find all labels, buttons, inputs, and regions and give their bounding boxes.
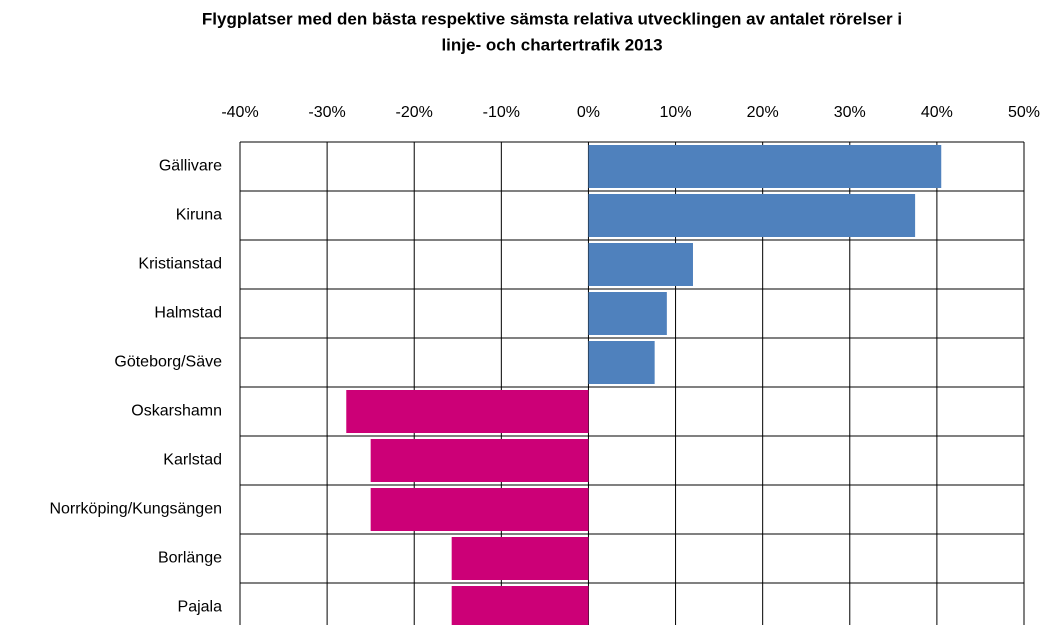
bar xyxy=(588,145,942,188)
y-tick-label: Borlänge xyxy=(158,550,222,567)
chart-title: linje- och chartertrafik 2013 xyxy=(441,35,662,54)
bar xyxy=(370,488,589,531)
y-tick-label: Pajala xyxy=(178,599,223,616)
y-tick-label: Halmstad xyxy=(154,305,222,322)
x-tick-label: -20% xyxy=(396,104,433,121)
bar xyxy=(451,586,589,625)
bar xyxy=(370,439,589,482)
y-tick-label: Kiruna xyxy=(176,207,222,224)
x-tick-label: 20% xyxy=(747,104,779,121)
x-tick-label: 10% xyxy=(660,104,692,121)
x-tick-label: 30% xyxy=(834,104,866,121)
x-tick-label: 0% xyxy=(577,104,600,121)
y-tick-label: Göteborg/Säve xyxy=(114,354,222,371)
x-tick-label: -40% xyxy=(221,104,258,121)
bar xyxy=(588,341,655,384)
x-tick-label: -10% xyxy=(483,104,520,121)
bar xyxy=(588,194,916,237)
bar xyxy=(346,390,589,433)
y-tick-label: Karlstad xyxy=(163,452,222,469)
y-tick-label: Norrköping/Kungsängen xyxy=(49,501,222,518)
bar xyxy=(588,292,667,335)
bar xyxy=(451,537,589,580)
x-tick-label: 40% xyxy=(921,104,953,121)
y-tick-label: Gällivare xyxy=(159,158,222,175)
y-tick-label: Kristianstad xyxy=(138,256,222,273)
chart-title: Flygplatser med den bästa respektive säm… xyxy=(202,9,902,28)
x-tick-label: 50% xyxy=(1008,104,1040,121)
y-tick-label: Oskarshamn xyxy=(131,403,222,420)
x-tick-label: -30% xyxy=(308,104,345,121)
bar xyxy=(588,243,693,286)
